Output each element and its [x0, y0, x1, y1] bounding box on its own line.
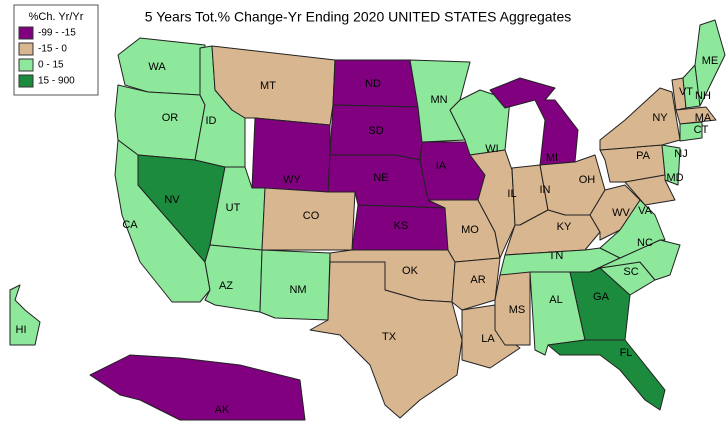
- state-label: FL: [620, 347, 633, 359]
- state-label: NC: [637, 237, 653, 249]
- state-label: OH: [579, 174, 596, 186]
- state-shape: [624, 174, 676, 206]
- state-label: OK: [402, 265, 419, 277]
- state-label: MD: [666, 172, 683, 184]
- state-label: AL: [549, 294, 562, 306]
- state-label: LA: [481, 333, 495, 345]
- state-shape: [661, 144, 681, 186]
- state-shape: [89, 354, 306, 421]
- state-label: MI: [546, 152, 558, 164]
- state-label: AK: [215, 404, 230, 416]
- state-label: HI: [16, 324, 27, 336]
- state-label: CT: [694, 124, 709, 136]
- legend-label: 15 - 900: [38, 76, 75, 87]
- state-label: KS: [394, 220, 409, 232]
- state-shape: [261, 187, 356, 251]
- legend-swatch: [18, 26, 34, 40]
- state-label: ID: [206, 115, 217, 127]
- state-label: NJ: [674, 148, 687, 160]
- state-label: WV: [612, 207, 630, 219]
- state-label: MT: [260, 80, 276, 92]
- state-label: PA: [636, 150, 651, 162]
- state-shape: [589, 184, 641, 241]
- state-label: ME: [702, 55, 719, 67]
- state-label: WI: [485, 143, 498, 155]
- state-label: MA: [695, 112, 712, 124]
- state-label: KY: [557, 221, 572, 233]
- legend-label: -99 - -15: [38, 28, 76, 39]
- state-label: CO: [303, 210, 320, 222]
- state-label: CA: [122, 219, 138, 231]
- legend-swatch: [18, 58, 34, 72]
- legend-swatch: [18, 42, 34, 56]
- state-label: NY: [652, 112, 668, 124]
- state-label: ND: [365, 78, 381, 90]
- state-label: NM: [289, 284, 306, 296]
- state-shape: [489, 77, 579, 166]
- state-shape: [599, 87, 681, 151]
- state-shape: [259, 249, 331, 321]
- state-label: UT: [226, 202, 241, 214]
- state-label: NE: [373, 172, 388, 184]
- state-label: TN: [549, 250, 564, 262]
- state-label: OR: [162, 112, 179, 124]
- state-label: NH: [695, 90, 711, 102]
- state-label: VA: [638, 205, 653, 217]
- state-shape: [309, 261, 463, 419]
- state-label: VT: [679, 86, 693, 98]
- state-label: TX: [382, 331, 397, 343]
- state-label: WA: [148, 61, 166, 73]
- state-label: AR: [470, 274, 485, 286]
- legend-label: 0 - 15: [38, 60, 64, 71]
- state-label: SD: [368, 125, 383, 137]
- state-shape: [451, 257, 501, 311]
- state-label: MN: [430, 94, 447, 106]
- state-label: NV: [164, 194, 180, 206]
- legend-label: -15 - 0: [38, 44, 67, 55]
- state-label: AZ: [219, 280, 233, 292]
- state-label: IN: [540, 184, 551, 196]
- legend-swatch: [18, 74, 34, 88]
- state-label: GA: [593, 291, 610, 303]
- state-label: WY: [283, 174, 301, 186]
- state-shape: [469, 149, 516, 259]
- state-shape: [694, 19, 726, 107]
- state-label: MS: [509, 304, 526, 316]
- legend-title: %Ch. Yr/Yr: [29, 11, 84, 23]
- state-shape: [547, 339, 666, 411]
- state-label: MO: [461, 224, 479, 236]
- state-label: SC: [623, 266, 638, 278]
- state-shape: [675, 106, 717, 125]
- state-label: IL: [507, 188, 516, 200]
- states-layer: WA OR CA NV ID MT WY UT CO AZ NM ND SD NE KS OK TX MN IA MO…: [9, 19, 726, 421]
- state-shape: [204, 244, 263, 313]
- state-shape: [679, 121, 703, 142]
- state-label: IA: [436, 160, 447, 172]
- legend: %Ch. Yr/Yr -99 - -15 -15 - 0 0 - 15 15 - 90…: [13, 4, 99, 96]
- state-shape: [9, 284, 41, 346]
- map-title: 5 Years Tot.% Change-Yr Ending 2020 UNIT…: [145, 9, 571, 25]
